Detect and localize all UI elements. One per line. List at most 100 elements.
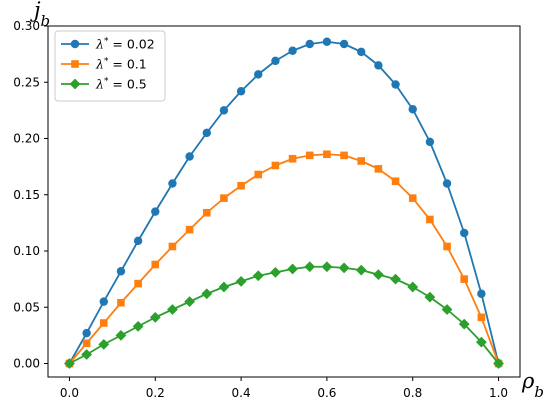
x-tick-label: 0.0 [60,386,79,400]
legend: λ* = 0.02 λ* = 0.1 λ* = 0.5 [54,30,166,102]
data-point [357,47,366,57]
data-point [339,39,349,49]
y-tick-label: 0.05 [13,300,40,314]
y-axis: 0.00 0.05 0.10 0.15 0.20 0.25 0.30 [13,19,48,371]
data-point [374,61,383,70]
data-point [151,207,160,216]
data-point [374,165,383,173]
y-tick-label: 0.30 [13,19,40,33]
data-point [202,208,211,217]
data-point [185,225,194,234]
series-line [68,153,500,365]
series-line [69,265,500,365]
data-point [304,261,316,273]
series-line [68,40,500,364]
data-point [493,358,504,369]
data-point [218,281,230,293]
data-point [441,304,453,315]
legend-marker [70,39,80,49]
data-point [116,267,126,276]
data-point [477,313,486,322]
x-tick-label: 0.2 [146,386,165,400]
data-point [271,56,280,66]
data-point [219,106,229,115]
legend-label: λ* = 0.02 [95,37,155,52]
data-point [184,296,195,308]
data-point [373,269,384,281]
y-axis-label: jb [30,0,50,30]
x-tick-label: 0.4 [232,386,251,400]
data-point [117,298,125,307]
y-tick-label: 0.15 [13,188,40,202]
plot-area [64,37,504,369]
legend-entry: λ* = 0.5 [61,77,147,92]
y-tick-label: 0.10 [13,244,40,258]
data-point [185,152,194,161]
data-point [168,179,177,188]
data-point [338,262,350,274]
legend-entry: λ* = 0.1 [61,57,147,72]
data-point [408,105,417,114]
data-point [99,319,108,327]
data-point [236,87,246,96]
series-1 [65,37,503,368]
data-point [254,170,263,179]
data-point [458,318,470,330]
data-point [305,39,314,49]
x-tick-label: 0.6 [317,386,336,400]
data-point [475,336,487,348]
legend-marker [71,60,79,68]
data-point [340,151,348,160]
data-point [390,273,401,285]
series-3 [64,261,504,369]
data-point [305,151,314,160]
data-point [99,297,108,306]
data-point [323,150,331,159]
data-point [115,329,127,341]
data-point [355,264,367,276]
data-point [322,37,332,46]
data-point [167,304,178,315]
legend-label: λ* = 0.5 [95,77,147,92]
x-tick-label: 0.8 [403,386,422,400]
data-point [321,261,333,273]
data-point [235,275,247,287]
data-point [442,179,452,188]
data-point [460,275,469,283]
series-2 [65,150,503,368]
data-point [98,338,110,350]
y-tick-label: 0.20 [13,132,40,146]
data-point [168,242,177,251]
data-point [133,236,143,246]
axes-frame [47,25,521,378]
data-point [82,339,91,348]
data-point [151,260,160,269]
data-point [149,311,161,323]
data-point [443,242,451,251]
x-tick-label: 1.0 [489,386,508,400]
data-point [202,128,211,138]
data-point [288,46,297,55]
data-point [425,137,435,147]
data-point [64,358,75,369]
y-tick-label: 0.25 [13,75,40,89]
data-point [391,177,400,186]
data-point [391,80,400,89]
data-point [357,157,366,165]
data-point [134,279,142,288]
data-point [271,161,280,170]
data-point [407,281,419,293]
data-point [220,194,228,202]
data-point [288,154,297,163]
legend-marker [69,78,81,90]
data-point [460,228,469,238]
data-point [82,328,91,338]
data-point [270,266,281,278]
data-point [426,215,434,224]
x-axis: 0.0 0.2 0.4 0.6 0.8 1.0 [60,377,508,400]
legend-label: λ* = 0.1 [95,57,147,72]
data-point [201,288,213,300]
x-axis-label: ρb [521,369,544,401]
